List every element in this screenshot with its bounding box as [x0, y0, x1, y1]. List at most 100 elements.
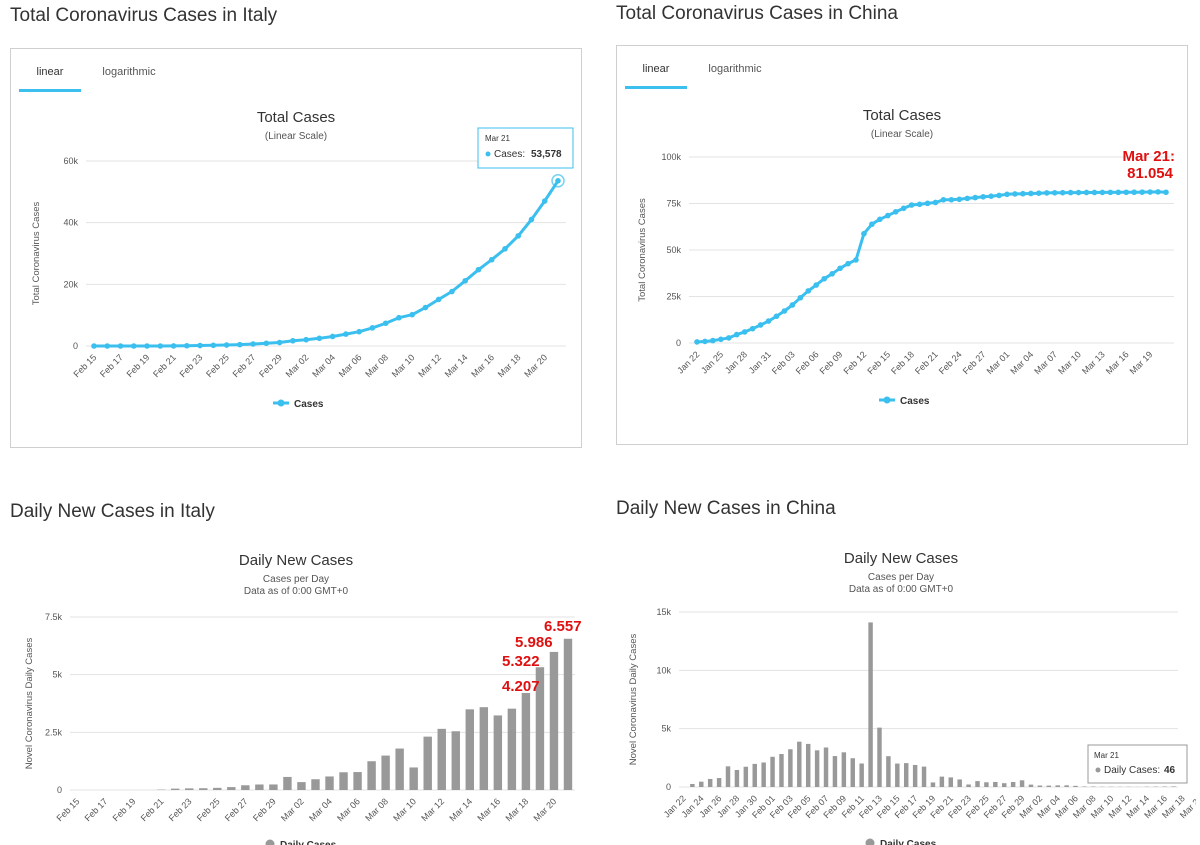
- data-point: [877, 216, 883, 223]
- daily-bar: [734, 769, 740, 787]
- daily-bar: [1028, 784, 1034, 787]
- hover-halo: [551, 174, 565, 188]
- daily-bar: [770, 756, 775, 787]
- daily-bar: [841, 752, 847, 787]
- tooltip-value: 46: [1164, 765, 1176, 776]
- daily-bar: [241, 785, 250, 790]
- data-point: [694, 339, 700, 345]
- x-tick-label: Feb 18: [889, 349, 916, 376]
- data-point: [1115, 189, 1122, 196]
- daily-bar: [381, 755, 390, 790]
- chart-title: Total Cases: [257, 109, 335, 126]
- y-axis-label: Novel Coronavirus Daily Cases: [24, 638, 35, 770]
- daily-bar: [451, 731, 460, 790]
- x-tick-label: Feb 21: [151, 352, 178, 379]
- chart-title: Daily New Cases: [844, 550, 958, 567]
- x-tick-label: Feb 17: [98, 352, 125, 379]
- daily-bar: [255, 784, 264, 790]
- data-point: [940, 196, 947, 203]
- china-daily-section-title: Daily New Cases in China: [616, 498, 836, 519]
- legend-marker: [265, 839, 275, 845]
- data-point: [1075, 189, 1082, 196]
- x-tick-label: Jan 31: [747, 349, 773, 375]
- data-point: [263, 340, 270, 347]
- chart-subtitle: (Linear Scale): [871, 129, 933, 140]
- x-tick-label: Mar 20: [522, 352, 549, 379]
- y-tick-label: 5k: [661, 724, 671, 734]
- daily-bar: [535, 667, 545, 790]
- data-point: [789, 302, 796, 308]
- daily-bar: [1002, 783, 1007, 787]
- bar-annotation: 5.322: [502, 653, 540, 670]
- x-tick-label: Feb 09: [818, 349, 845, 376]
- x-tick-label: Mar 04: [307, 796, 334, 823]
- daily-bar: [479, 707, 489, 790]
- data-point: [356, 328, 362, 335]
- x-tick-label: Mar 12: [416, 352, 443, 379]
- data-point: [528, 216, 535, 223]
- daily-bar: [1082, 786, 1087, 787]
- x-tick-label: Mar 06: [337, 352, 364, 379]
- tab-logarithmic[interactable]: logarithmic: [708, 63, 762, 75]
- x-tick-label: Feb 24: [937, 349, 964, 376]
- daily-bar: [912, 764, 918, 787]
- data-point: [1020, 190, 1026, 197]
- x-tick-label: Mar 16: [1104, 349, 1131, 376]
- data-point: [475, 266, 482, 273]
- daily-bar: [823, 747, 829, 787]
- y-tick-label: 5k: [52, 670, 62, 680]
- tooltip-date: Mar 21: [485, 134, 510, 143]
- daily-bar: [877, 727, 882, 787]
- y-tick-label: 75k: [666, 199, 681, 209]
- daily-bar: [984, 782, 989, 787]
- y-axis-label: Novel Coronavirus Daily Cases: [628, 634, 639, 766]
- x-tick-label: Mar 07: [1032, 349, 1059, 376]
- y-tick-label: 0: [73, 341, 78, 351]
- x-tick-label: Mar 02: [279, 796, 306, 823]
- tooltip-marker: [485, 151, 491, 157]
- daily-bar: [868, 622, 873, 787]
- y-tick-label: 20k: [63, 279, 78, 289]
- data-point: [449, 288, 455, 295]
- legend-label: Cases: [294, 399, 324, 410]
- x-tick-label: Feb 15: [72, 352, 99, 379]
- tab-linear[interactable]: linear: [19, 61, 81, 92]
- x-tick-label: Mar 12: [419, 796, 446, 823]
- x-tick-label: Mar 16: [475, 796, 502, 823]
- data-point: [733, 331, 740, 338]
- daily-bar: [1019, 780, 1025, 787]
- data-point: [91, 343, 97, 349]
- data-point: [853, 257, 859, 263]
- data-point: [1155, 189, 1161, 195]
- x-tick-label: Feb 25: [195, 796, 222, 823]
- data-point: [924, 200, 931, 207]
- daily-bar: [886, 756, 891, 787]
- x-tick-label: Mar 19: [1128, 349, 1155, 376]
- italy-total-section-title: Total Coronavirus Cases in Italy: [10, 5, 278, 26]
- data-point: [250, 341, 256, 347]
- china-total-chart-panel: linear logarithmic Total Cases (Linear Sc…: [616, 45, 1188, 445]
- data-point: [805, 288, 812, 294]
- legend-label: Daily Cases: [280, 840, 337, 845]
- daily-bar: [805, 743, 811, 787]
- x-tick-label: Mar 18: [503, 796, 530, 823]
- data-point: [845, 260, 851, 267]
- italy-total-chart-panel: linear logarithmic Total Cases (Linear Sc…: [10, 48, 582, 448]
- tab-linear[interactable]: linear: [625, 58, 687, 89]
- data-point: [435, 296, 442, 303]
- daily-bar: [521, 692, 531, 790]
- daily-bar: [311, 779, 320, 790]
- daily-bar: [975, 781, 980, 787]
- daily-bar: [1171, 786, 1176, 787]
- data-point: [749, 325, 756, 332]
- data-point: [316, 335, 323, 342]
- daily-bar: [1073, 785, 1078, 787]
- x-tick-label: Feb 21: [913, 349, 940, 376]
- data-point: [988, 193, 994, 199]
- legend-marker: [865, 838, 875, 845]
- data-point: [821, 275, 827, 282]
- tab-logarithmic[interactable]: logarithmic: [102, 66, 156, 78]
- chart-title: Total Cases: [863, 107, 941, 124]
- daily-bar: [269, 784, 278, 790]
